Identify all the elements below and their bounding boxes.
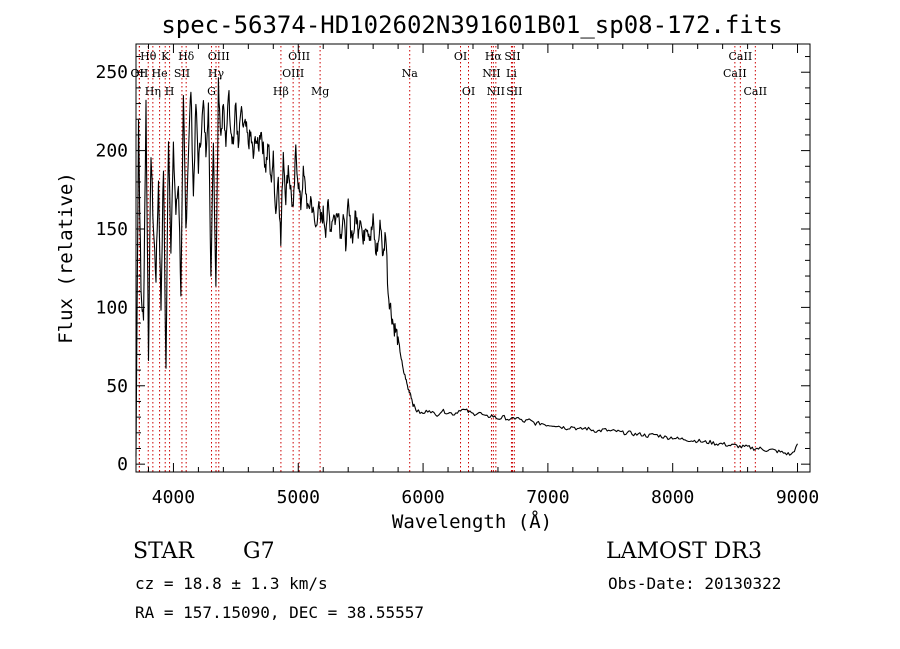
line-label-3: OII xyxy=(131,67,149,80)
line-label-14: OIII xyxy=(288,50,310,63)
line-label-17: OI xyxy=(454,50,467,63)
x-axis: 4000 5000 6000 7000 8000 9000 xyxy=(147,44,819,508)
x-tick-label: 8000 xyxy=(651,487,694,508)
line-label-9: G xyxy=(207,85,216,98)
object-subclass: G7 xyxy=(243,539,275,564)
line-label-16: Na xyxy=(402,67,419,80)
line-label-20: Hα xyxy=(485,50,503,63)
y-tick-label: 150 xyxy=(95,219,128,240)
y-axis-label: Flux (relative) xyxy=(55,172,77,344)
y-axis: 0 50 100 150 200 250 xyxy=(95,56,810,475)
redshift-cz: cz = 18.8 ± 1.3 km/s xyxy=(135,574,328,593)
line-label-15: Mg xyxy=(311,85,329,98)
ra-dec: RA = 157.15090, DEC = 38.55557 xyxy=(135,603,424,622)
line-label-1: OII xyxy=(131,67,149,80)
line-label-0: Hθ xyxy=(140,50,157,63)
object-class: STAR xyxy=(133,539,194,564)
line-label-11: OIII xyxy=(208,50,230,63)
line-label-5: K xyxy=(161,50,170,63)
x-tick-label: 4000 xyxy=(152,487,195,508)
line-label-4: He xyxy=(152,67,168,80)
x-tick-label: 6000 xyxy=(401,487,444,508)
y-tick-label: 0 xyxy=(117,454,128,475)
y-tick-label: 200 xyxy=(95,141,128,162)
y-tick-label: 250 xyxy=(95,62,128,83)
line-label-7: SII xyxy=(174,67,190,80)
survey-name: LAMOST DR3 xyxy=(606,539,762,564)
plot-frame xyxy=(135,43,811,473)
y-tick-label: 100 xyxy=(95,297,128,318)
line-label-6: H xyxy=(165,85,175,98)
x-tick-label: 5000 xyxy=(277,487,320,508)
line-label-22: Li xyxy=(506,67,517,80)
x-tick-label: 9000 xyxy=(776,487,819,508)
x-tick-label: 7000 xyxy=(526,487,569,508)
line-label-23: SII xyxy=(504,50,520,63)
line-label-12: Hβ xyxy=(273,85,289,98)
line-label-19: NII xyxy=(482,67,500,80)
line-label-24: SII xyxy=(506,85,522,98)
line-label-25: CaII xyxy=(723,67,747,80)
line-label-26: CaII xyxy=(729,50,753,63)
x-axis-label: Wavelength (Å) xyxy=(392,510,552,533)
spectral-line-markers xyxy=(138,46,756,472)
spectrum-line xyxy=(135,77,798,457)
line-label-27: CaII xyxy=(743,85,767,98)
obs-date: Obs-Date: 20130322 xyxy=(608,574,782,593)
chart-title: spec-56374-HD102602N391601B01_sp08-172.f… xyxy=(161,11,782,39)
line-label-2: Hη xyxy=(145,85,161,98)
line-label-21: NII xyxy=(487,85,505,98)
line-label-8: Hδ xyxy=(178,50,195,63)
line-label-10: Hγ xyxy=(208,67,225,80)
line-label-13: OIII xyxy=(282,67,304,80)
line-label-18: OI xyxy=(462,85,475,98)
y-tick-label: 50 xyxy=(106,376,128,397)
